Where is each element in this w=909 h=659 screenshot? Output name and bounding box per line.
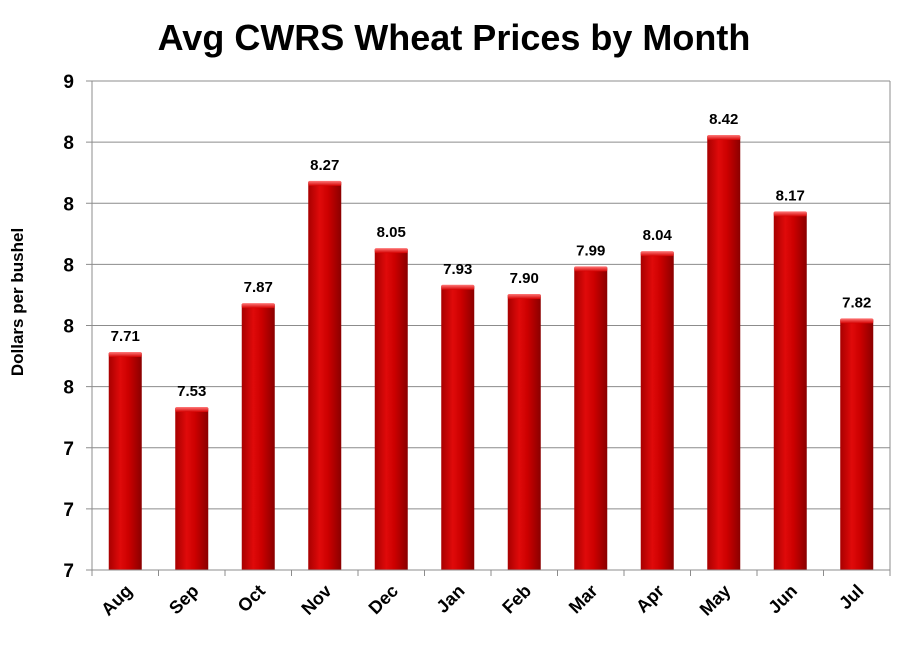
x-tick-label: Feb: [498, 581, 535, 618]
bar-dec: [374, 248, 408, 570]
axes: [91, 80, 891, 571]
data-label: 7.87: [244, 279, 273, 296]
bar-cap: [441, 284, 475, 290]
bar-jul: [840, 318, 874, 570]
x-tick-label: Apr: [632, 581, 668, 617]
data-label: 8.17: [776, 187, 805, 204]
bar-cap: [108, 352, 142, 358]
bar-body: [773, 212, 807, 570]
data-label: 7.71: [111, 328, 140, 345]
bar-body: [574, 267, 608, 570]
y-axis-ticks: 7 7 7 8 8 8 8 8 9: [63, 72, 92, 582]
bar-cap: [840, 318, 874, 324]
x-tick-label: Sep: [165, 581, 202, 618]
bar-jun: [773, 211, 807, 570]
bar-body: [175, 408, 209, 570]
y-tick-label: 9: [63, 72, 74, 93]
data-label: 8.04: [643, 227, 673, 244]
data-labels: 7.71 7.53 7.87 8.27 8.05 7.93 7.90 7.99 8.04 8.42…: [111, 111, 872, 400]
x-tick-label: Dec: [365, 581, 402, 618]
bar-sep: [175, 407, 209, 570]
bar-may: [707, 135, 741, 570]
bar-feb: [507, 293, 541, 570]
x-tick-label: Jun: [764, 581, 801, 618]
bar-body: [441, 285, 475, 570]
x-tick-label: May: [696, 581, 735, 620]
y-axis-label: Dollars per bushel: [8, 228, 27, 376]
bar-body: [707, 136, 741, 570]
x-tick-label: Mar: [565, 581, 602, 618]
bar-cap: [374, 248, 408, 254]
y-tick-label: 7: [63, 561, 74, 582]
y-tick-label: 8: [63, 255, 74, 276]
bar-cap: [241, 303, 275, 309]
x-tick-label: Aug: [97, 581, 136, 620]
y-tick-label: 7: [63, 439, 74, 460]
bar-apr: [640, 251, 674, 570]
bar-body: [840, 319, 874, 570]
chart-title: Avg CWRS Wheat Prices by Month: [158, 17, 751, 58]
data-label: 7.53: [177, 383, 206, 400]
bar-body: [374, 249, 408, 570]
bar-nov: [308, 180, 342, 570]
x-tick-label: Oct: [234, 581, 269, 616]
bar-body: [241, 304, 275, 570]
bar-body: [640, 252, 674, 570]
bar-body: [507, 294, 541, 570]
bar-cap: [707, 135, 741, 141]
y-tick-label: 8: [63, 378, 74, 399]
bar-cap: [507, 293, 541, 299]
gridlines: [92, 80, 890, 510]
y-tick-label: 7: [63, 500, 74, 521]
bar-cap: [308, 180, 342, 186]
bar-body: [308, 181, 342, 570]
bar-body: [108, 353, 142, 570]
y-tick-label: 8: [63, 133, 74, 154]
x-tick-label: Jan: [432, 581, 468, 617]
bar-cap: [574, 266, 608, 272]
bars: [108, 135, 874, 570]
x-tick-label: Nov: [297, 581, 335, 619]
bar-oct: [241, 303, 275, 570]
data-label: 7.82: [842, 294, 871, 311]
bar-cap: [640, 251, 674, 257]
x-tick-label: Jul: [835, 581, 868, 614]
data-label: 8.05: [377, 224, 406, 241]
data-label: 8.27: [310, 157, 339, 174]
data-label: 7.90: [510, 270, 539, 287]
data-label: 7.93: [443, 261, 472, 278]
y-tick-label: 8: [63, 317, 74, 338]
bar-jan: [441, 284, 475, 570]
bar-cap: [773, 211, 807, 217]
bar-cap: [175, 407, 209, 413]
bar-mar: [574, 266, 608, 570]
y-tick-label: 8: [63, 194, 74, 215]
data-label: 7.99: [576, 242, 605, 259]
x-axis-ticks: Aug Sep Oct Nov Dec Jan Feb Mar Apr May Jun Jul: [91, 570, 891, 620]
bar-aug: [108, 352, 142, 570]
data-label: 8.42: [709, 111, 738, 128]
